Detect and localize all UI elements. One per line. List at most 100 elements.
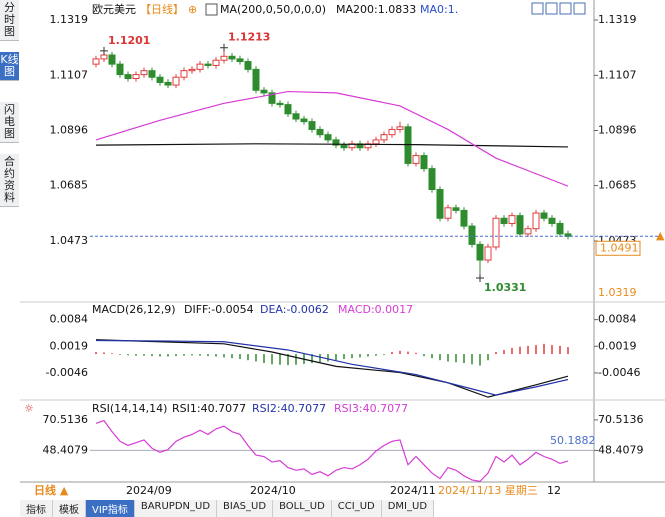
extreme-marker xyxy=(100,46,108,55)
price-arrow: ▲ xyxy=(656,229,665,242)
indicator-tab[interactable]: BOLL_UD xyxy=(273,500,332,517)
candle-body xyxy=(156,76,164,83)
candle-body xyxy=(388,128,396,136)
indicator-tab[interactable]: CCI_UD xyxy=(331,500,382,517)
candle-body xyxy=(196,63,204,70)
indicator-tab[interactable]: VIP指标 xyxy=(86,500,135,517)
y-tick-label: 0.0084 xyxy=(598,313,637,326)
candle-body xyxy=(484,246,492,261)
candle-body xyxy=(380,134,388,141)
indicator-tab[interactable]: 指标 xyxy=(20,500,53,517)
indicator-value: MA200:1.0833 xyxy=(336,3,416,16)
candle-body xyxy=(284,104,292,115)
rsi-line xyxy=(95,419,569,483)
candle-body xyxy=(276,102,284,106)
indicator-icon[interactable] xyxy=(205,3,218,16)
cursor-date: 2024/11/13 星期三 xyxy=(438,484,538,497)
y-tick-label: 1.1319 xyxy=(598,13,637,26)
candle-body xyxy=(180,70,188,78)
candle-body xyxy=(396,126,404,130)
last-price-box xyxy=(595,240,641,256)
low-label: 1.0319 xyxy=(598,286,637,299)
candle-body xyxy=(172,76,180,86)
candle-body xyxy=(124,74,132,80)
candle-body xyxy=(412,155,420,164)
candle-body xyxy=(436,189,444,219)
macd-line xyxy=(95,339,569,398)
y-tick-label: 70.5136 xyxy=(43,413,89,426)
candle-body xyxy=(188,68,196,72)
macd-legend: DIFF:-0.0054 xyxy=(184,303,254,316)
y-tick-label: 1.0896 xyxy=(598,123,637,136)
y-tick-label: 1.1107 xyxy=(598,68,637,81)
candle-body xyxy=(148,70,156,78)
rsi-title: RSI(14,14,14) xyxy=(92,402,167,415)
rsi-legend: RSI1:40.7077 xyxy=(172,402,246,415)
tool-button[interactable] xyxy=(573,2,586,15)
candle-body xyxy=(100,54,108,60)
macd-line xyxy=(95,339,569,396)
y-tick-label: 0.0019 xyxy=(50,339,89,352)
extreme-marker xyxy=(220,43,228,52)
extreme-label: 1.0331 xyxy=(484,281,526,294)
y-tick-label: 70.5136 xyxy=(598,413,644,426)
candle-body xyxy=(444,207,452,219)
candle-body xyxy=(204,63,212,66)
tab-bar: 指标 模板 VIP指标 BARUPDN_UD BIAS_UD BOLL_UD CCI_UD D… xyxy=(20,500,435,517)
candle-body xyxy=(492,217,500,248)
candle-body xyxy=(220,55,228,61)
candle-body xyxy=(324,134,332,141)
candle-body xyxy=(540,212,548,219)
period: 【日线】 xyxy=(140,2,184,16)
chart-bg xyxy=(20,0,665,500)
extreme-label: 1.1201 xyxy=(108,34,150,47)
sidebar-tab[interactable]: 闪电图 xyxy=(0,102,19,143)
candle-body xyxy=(516,215,524,235)
y-tick-label: -0.0046 xyxy=(598,366,640,379)
sidebar-tab[interactable]: K线图 xyxy=(0,52,19,81)
candle-body xyxy=(308,121,316,130)
rsi-legend: RSI2:40.7077 xyxy=(252,402,326,415)
candle-body xyxy=(300,118,308,123)
date-label: 2024/10 xyxy=(250,484,296,497)
date-label: 2024/09 xyxy=(126,484,172,497)
candle-body xyxy=(292,113,300,120)
candle-body xyxy=(252,68,260,91)
sidebar-tab[interactable]: 分时图 xyxy=(0,0,19,41)
candle-body xyxy=(228,55,236,60)
candle-body xyxy=(244,61,252,70)
candle-body xyxy=(108,54,116,65)
instrument-title: 欧元美元 xyxy=(92,3,136,16)
candle-body xyxy=(500,217,508,224)
sidebar-tab[interactable]: 合约资料 xyxy=(0,154,19,207)
indicator-tab[interactable]: DMI_UD xyxy=(381,500,435,517)
candle-body xyxy=(548,217,556,224)
period-selector[interactable]: 日线 ▲ xyxy=(34,483,69,497)
y-tick-label: 0.0084 xyxy=(50,313,89,326)
rsi-legend: RSI3:40.7077 xyxy=(334,402,408,415)
rsi-annotation: 50.1882 xyxy=(550,434,596,447)
tool-button[interactable] xyxy=(545,2,558,15)
candle-body xyxy=(212,59,220,66)
indicator-tab[interactable]: BIAS_UD xyxy=(217,500,274,517)
moving-average xyxy=(95,143,569,148)
candle-body xyxy=(524,228,532,235)
candle-body xyxy=(420,155,428,170)
y-tick-label: 1.0473 xyxy=(50,234,89,247)
y-tick-label: 1.1319 xyxy=(50,13,89,26)
add-icon[interactable]: ⊕ xyxy=(188,3,197,16)
indicator-tab[interactable]: 模板 xyxy=(53,500,86,517)
settings-icon[interactable]: ☼ xyxy=(24,402,34,415)
tool-button[interactable] xyxy=(559,2,572,15)
tool-button[interactable] xyxy=(531,2,544,15)
y-tick-label: 1.0685 xyxy=(598,179,637,192)
candle-body xyxy=(164,81,172,86)
candle-body xyxy=(468,225,476,245)
candle-body xyxy=(340,144,348,149)
candle-body xyxy=(556,222,564,235)
candle-body xyxy=(316,128,324,136)
toolbar xyxy=(531,2,586,15)
indicator-tab[interactable]: BARUPDN_UD xyxy=(134,500,218,517)
y-tick-label: -0.0046 xyxy=(46,366,88,379)
macd-legend: MACD:0.0017 xyxy=(338,303,413,316)
